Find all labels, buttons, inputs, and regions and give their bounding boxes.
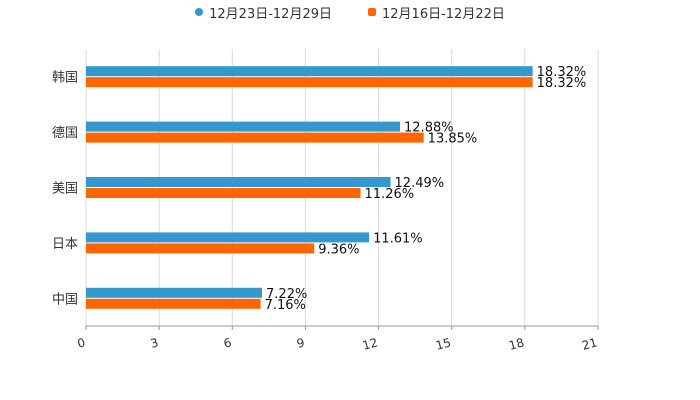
- category-label-0: 韩国: [52, 71, 78, 86]
- x-tick-label-6: 6: [222, 335, 233, 351]
- value-label-s2-3: 9.36%: [318, 242, 359, 257]
- value-label-s1-0: 18.32%: [537, 65, 587, 80]
- category-label-1: 德国: [52, 126, 78, 141]
- bar-s2-0: [86, 77, 533, 88]
- legend-label-series2: 12月16日-12月22日: [382, 6, 505, 22]
- x-tick-label-21: 21: [580, 335, 598, 352]
- legend-marker-series2: [368, 8, 376, 16]
- x-tick-label-15: 15: [434, 335, 452, 352]
- category-label-4: 中国: [52, 292, 78, 307]
- axis-layer: 0 3 6 9 12 15 18 21: [76, 49, 599, 353]
- x-tick-label-18: 18: [507, 335, 525, 352]
- bar-s2-2: [86, 188, 361, 198]
- bar-s2-4: [86, 298, 261, 309]
- chart-legend: 12月23日-12月29日 12月16日-12月22日: [0, 3, 700, 22]
- legend-item-series2[interactable]: 12月16日-12月22日: [368, 3, 505, 22]
- value-label-s2-0: 18.32%: [537, 76, 587, 91]
- value-label-s1-4: 7.22%: [266, 287, 307, 302]
- bar-s1-4: [86, 287, 263, 298]
- value-label-s1-2: 12.49%: [395, 176, 445, 191]
- category-label-3: 日本: [52, 237, 78, 252]
- x-tick-label-0: 0: [76, 335, 87, 351]
- bar-s1-2: [86, 177, 391, 187]
- value-label-s2-2: 11.26%: [365, 187, 415, 202]
- value-label-s1-3: 11.61%: [373, 231, 423, 246]
- label-layer: 韩国 18.32%18.32% 德国 12.88%13.85% 美国 12.49%11.2…: [52, 65, 586, 313]
- value-label-s2-4: 7.16%: [265, 298, 306, 313]
- bar-s1-1: [86, 121, 401, 132]
- x-tick-label-3: 3: [149, 335, 160, 351]
- legend-item-series1[interactable]: 12月23日-12月29日: [195, 3, 332, 22]
- x-tick-label-12: 12: [361, 335, 379, 352]
- x-tick-label-9: 9: [295, 335, 306, 351]
- bar-s2-3: [86, 243, 315, 254]
- grid-layer: [158, 49, 599, 326]
- value-label-s2-1: 13.85%: [428, 132, 478, 147]
- legend-label-series1: 12月23日-12月29日: [209, 6, 332, 22]
- bar-layer: [86, 66, 533, 309]
- bar-s1-0: [86, 66, 533, 77]
- value-label-s1-1: 12.88%: [404, 121, 454, 136]
- legend-marker-series1: [195, 8, 204, 16]
- bar-s1-3: [86, 232, 370, 243]
- bar-s2-1: [86, 132, 424, 143]
- category-label-2: 美国: [52, 182, 78, 197]
